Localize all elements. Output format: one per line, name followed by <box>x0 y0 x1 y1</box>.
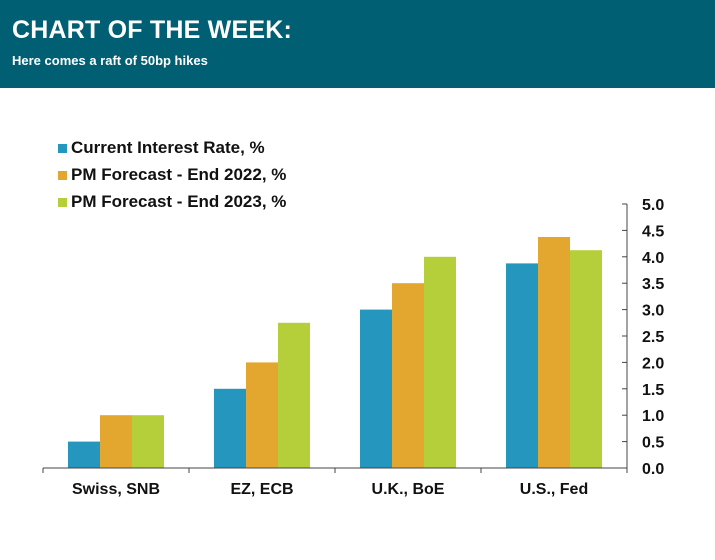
y-tick-label: 1.0 <box>642 408 664 425</box>
y-tick-label: 3.5 <box>642 276 664 293</box>
y-tick-label: 2.0 <box>642 355 664 372</box>
bar-3-3 <box>424 256 456 468</box>
y-tick-label: 4.0 <box>642 250 664 267</box>
bar-2-3 <box>392 283 424 468</box>
bar-1-2 <box>214 388 246 468</box>
x-tick-label: EZ, ECB <box>230 481 293 498</box>
x-tick-label: U.S., Fed <box>520 481 588 498</box>
bar-2-4 <box>538 237 570 468</box>
y-tick-label: 3.0 <box>642 303 664 320</box>
bar-1-4 <box>506 263 538 468</box>
y-tick-label: 1.5 <box>642 382 664 399</box>
legend-swatch-2 <box>58 171 67 180</box>
header-banner: CHART OF THE WEEK: Here comes a raft of … <box>0 0 715 88</box>
y-tick-label: 2.5 <box>642 329 664 346</box>
y-tick-label: 0.5 <box>642 435 664 452</box>
legend-label-3: PM Forecast - End 2023, % <box>71 192 286 211</box>
bar-1-1 <box>68 441 100 468</box>
bar-3-1 <box>132 415 164 468</box>
legend-swatch-3 <box>58 198 67 207</box>
x-tick-label: U.K., BoE <box>372 481 445 498</box>
bar-3-2 <box>278 322 310 468</box>
legend-label-1: Current Interest Rate, % <box>71 138 265 157</box>
bar-1-3 <box>360 309 392 468</box>
bar-3-4 <box>570 250 602 468</box>
bar-2-2 <box>246 362 278 468</box>
y-tick-label: 5.0 <box>642 197 664 214</box>
y-tick-label: 4.5 <box>642 223 664 240</box>
legend-swatch-1 <box>58 144 67 153</box>
y-tick-label: 0.0 <box>642 461 664 478</box>
page-subtitle: Here comes a raft of 50bp hikes <box>12 53 208 68</box>
legend-label-2: PM Forecast - End 2022, % <box>71 165 286 184</box>
page-title: CHART OF THE WEEK: <box>12 16 292 44</box>
x-tick-label: Swiss, SNB <box>72 481 160 498</box>
bar-2-1 <box>100 415 132 468</box>
